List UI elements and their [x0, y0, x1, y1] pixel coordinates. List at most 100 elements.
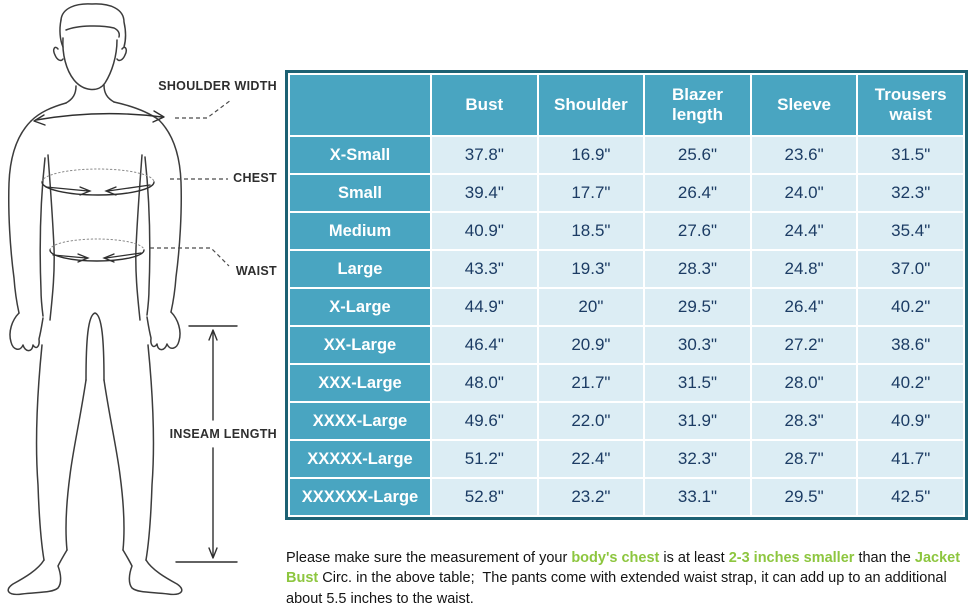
column-header: Bust	[431, 74, 538, 136]
measurement-cell: 25.6"	[644, 136, 751, 174]
measurement-cell: 19.3"	[538, 250, 645, 288]
measurement-cell: 24.4"	[751, 212, 858, 250]
measurement-cell: 28.0"	[751, 364, 858, 402]
measurement-cell: 33.1"	[644, 478, 751, 516]
measurement-cell: 18.5"	[538, 212, 645, 250]
measurement-cell: 38.6"	[857, 326, 964, 364]
size-label-cell: XXXX-Large	[289, 402, 431, 440]
column-header: Trousers waist	[857, 74, 964, 136]
measurement-cell: 42.5"	[857, 478, 964, 516]
measurement-cell: 32.3"	[644, 440, 751, 478]
column-header: Blazer length	[644, 74, 751, 136]
measurement-cell: 30.3"	[644, 326, 751, 364]
size-label-cell: XX-Large	[289, 326, 431, 364]
note-highlight: 2-3 inches smaller	[729, 550, 855, 566]
measurement-cell: 23.6"	[751, 136, 858, 174]
measurement-cell: 37.8"	[431, 136, 538, 174]
chest-label: CHEST	[223, 171, 277, 185]
size-label-cell: Small	[289, 174, 431, 212]
measurement-cell: 41.7"	[857, 440, 964, 478]
note-text: Please make sure the measurement of your…	[286, 548, 964, 610]
size-label-cell: XXXXXX-Large	[289, 478, 431, 516]
measurement-cell: 49.6"	[431, 402, 538, 440]
measurement-cell: 24.0"	[751, 174, 858, 212]
shoulder-width-arrow	[34, 111, 164, 125]
measurement-cell: 37.0"	[857, 250, 964, 288]
leader-lines	[150, 100, 231, 266]
inseam-length-label: INSEAM LENGTH	[157, 426, 277, 442]
shoulder-leader-line	[175, 100, 231, 118]
measurement-cell: 40.2"	[857, 364, 964, 402]
shoulder-width-label: SHOULDER WIDTH	[150, 79, 277, 93]
measurement-cell: 35.4"	[857, 212, 964, 250]
measurement-cell: 20.9"	[538, 326, 645, 364]
note-segment: Please make sure the measurement of your	[286, 550, 571, 566]
measurement-cell: 29.5"	[644, 288, 751, 326]
measurement-cell: 31.5"	[644, 364, 751, 402]
measurement-cell: 39.4"	[431, 174, 538, 212]
measurement-cell: 32.3"	[857, 174, 964, 212]
waist-leader-line	[150, 248, 229, 266]
measurement-cell: 24.8"	[751, 250, 858, 288]
waist-label: WAIST	[221, 264, 277, 278]
measurement-cell: 29.5"	[751, 478, 858, 516]
measurement-cell: 31.9"	[644, 402, 751, 440]
measurement-cell: 22.0"	[538, 402, 645, 440]
note-segment: Circ. in the above table; The pants come…	[286, 570, 947, 607]
inseam-length-arrow	[176, 326, 237, 562]
measurement-cell: 16.9"	[538, 136, 645, 174]
note-segment: than the	[854, 550, 914, 566]
measurement-cell: 44.9"	[431, 288, 538, 326]
measurement-cell: 40.9"	[431, 212, 538, 250]
measurement-cell: 51.2"	[431, 440, 538, 478]
measurement-cell: 43.3"	[431, 250, 538, 288]
measurement-cell: 26.4"	[751, 288, 858, 326]
measurement-cell: 23.2"	[538, 478, 645, 516]
measurement-cell: 27.2"	[751, 326, 858, 364]
size-label-cell: Medium	[289, 212, 431, 250]
measurement-cell: 26.4"	[644, 174, 751, 212]
measurement-cell: 48.0"	[431, 364, 538, 402]
measurement-cell: 22.4"	[538, 440, 645, 478]
measurement-cell: 20"	[538, 288, 645, 326]
measurement-cell: 28.3"	[751, 402, 858, 440]
size-label-cell: XXX-Large	[289, 364, 431, 402]
measurement-cell: 28.3"	[644, 250, 751, 288]
size-label-cell: X-Large	[289, 288, 431, 326]
column-header: Shoulder	[538, 74, 645, 136]
note-segment: is at least	[659, 550, 728, 566]
size-label-cell: Large	[289, 250, 431, 288]
chest-measure-ellipse	[42, 169, 154, 195]
measurement-cell: 31.5"	[857, 136, 964, 174]
measurement-cell: 27.6"	[644, 212, 751, 250]
size-label-cell: X-Small	[289, 136, 431, 174]
measurement-cell: 46.4"	[431, 326, 538, 364]
waist-measure-ellipse	[50, 239, 144, 262]
corner-cell	[289, 74, 431, 136]
measurement-cell: 21.7"	[538, 364, 645, 402]
size-label-cell: XXXXX-Large	[289, 440, 431, 478]
measurement-cell: 17.7"	[538, 174, 645, 212]
measurement-cell: 40.9"	[857, 402, 964, 440]
measurement-cell: 40.2"	[857, 288, 964, 326]
column-header: Sleeve	[751, 74, 858, 136]
note-highlight: body's chest	[571, 550, 659, 566]
measurement-cell: 28.7"	[751, 440, 858, 478]
measurement-cell: 52.8"	[431, 478, 538, 516]
